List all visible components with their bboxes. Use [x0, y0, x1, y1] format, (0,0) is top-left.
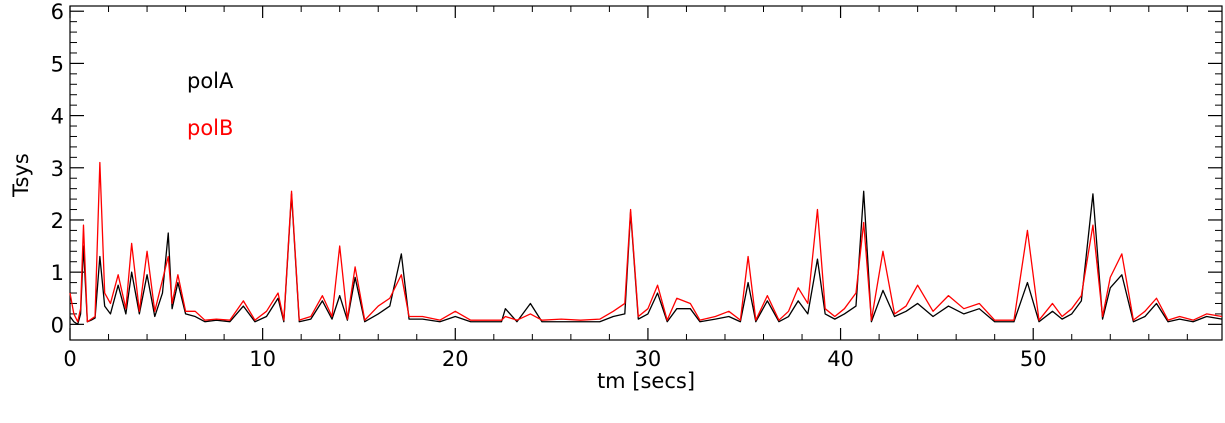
x-tick-label: 0 [63, 347, 76, 371]
series-line-polA [69, 190, 1223, 325]
legend-entry-polB: polB [187, 116, 233, 140]
y-tick-label: 3 [51, 157, 64, 181]
legend-entry-polA: polA [187, 69, 234, 93]
axes-layer [69, 5, 1223, 341]
x-tick-label: 30 [635, 347, 662, 371]
y-tick-label: 2 [51, 209, 64, 233]
series-line-polB [69, 161, 1223, 323]
y-tick-label: 1 [51, 261, 64, 285]
x-axis-label: tm [secs] [597, 369, 695, 393]
legend-layer: polA polB [187, 69, 234, 140]
y-tick-label: 0 [51, 313, 64, 337]
x-tick-label: 10 [249, 347, 276, 371]
series-layer [69, 161, 1223, 325]
y-tick-label: 5 [51, 52, 64, 76]
x-tick-label: 40 [827, 347, 854, 371]
tick-layer: 0 10 20 30 40 50 0 1 2 3 4 5 6 [51, 0, 1222, 371]
x-tick-label: 20 [442, 347, 469, 371]
y-tick-label: 6 [51, 0, 64, 24]
x-tick-label: 50 [1020, 347, 1047, 371]
y-tick-label: 4 [51, 105, 64, 129]
plot-frame [69, 5, 1223, 341]
y-axis-label: Tsys [9, 153, 33, 198]
